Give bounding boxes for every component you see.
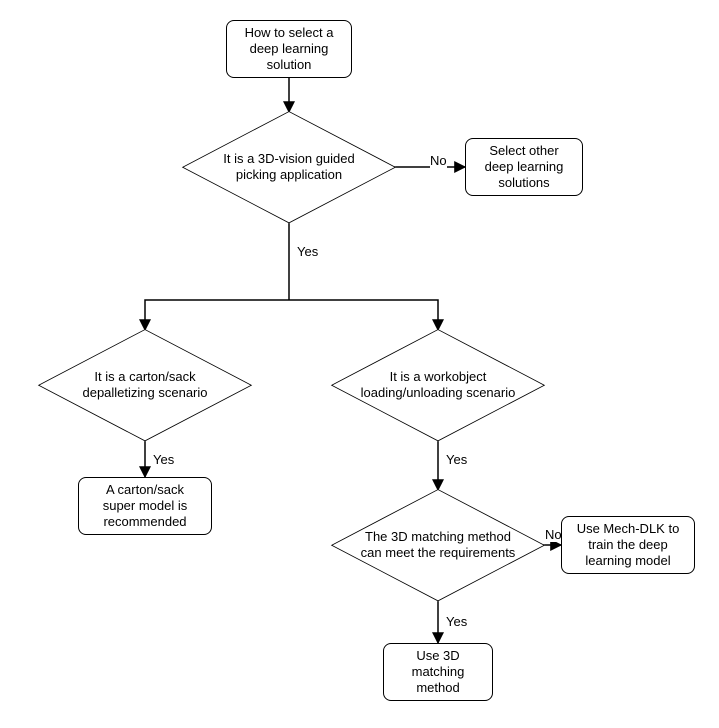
node-other: Select other deep learning solutions (465, 138, 583, 196)
edge-label: Yes (153, 452, 174, 467)
node-label: It is a workobject loading/unloading sce… (333, 330, 543, 440)
node-label: It is a 3D-vision guided picking applica… (184, 112, 394, 222)
edge (145, 300, 289, 330)
edge (289, 300, 438, 330)
edge-label: No (545, 527, 562, 542)
node-label: It is a carton/sack depalletizing scenar… (40, 330, 250, 440)
node-d3: It is a workobject loading/unloading sce… (333, 330, 543, 440)
node-d2: It is a carton/sack depalletizing scenar… (40, 330, 250, 440)
edge-label: Yes (446, 614, 467, 629)
node-use3d: Use 3D matching method (383, 643, 493, 701)
node-d4: The 3D matching method can meet the requ… (333, 490, 543, 600)
flowchart-canvas: No Yes Yes Yes No Yes How to select a deep lea… (0, 0, 719, 728)
node-label: The 3D matching method can meet the requ… (333, 490, 543, 600)
edge-label: Yes (297, 244, 318, 259)
node-start: How to select a deep learning solution (226, 20, 352, 78)
edge-label: No (430, 153, 447, 168)
edge-label: Yes (446, 452, 467, 467)
node-rec_carton: A carton/sack super model is recommended (78, 477, 212, 535)
node-d1: It is a 3D-vision guided picking applica… (184, 112, 394, 222)
node-mechdlk: Use Mech-DLK to train the deep learning … (561, 516, 695, 574)
